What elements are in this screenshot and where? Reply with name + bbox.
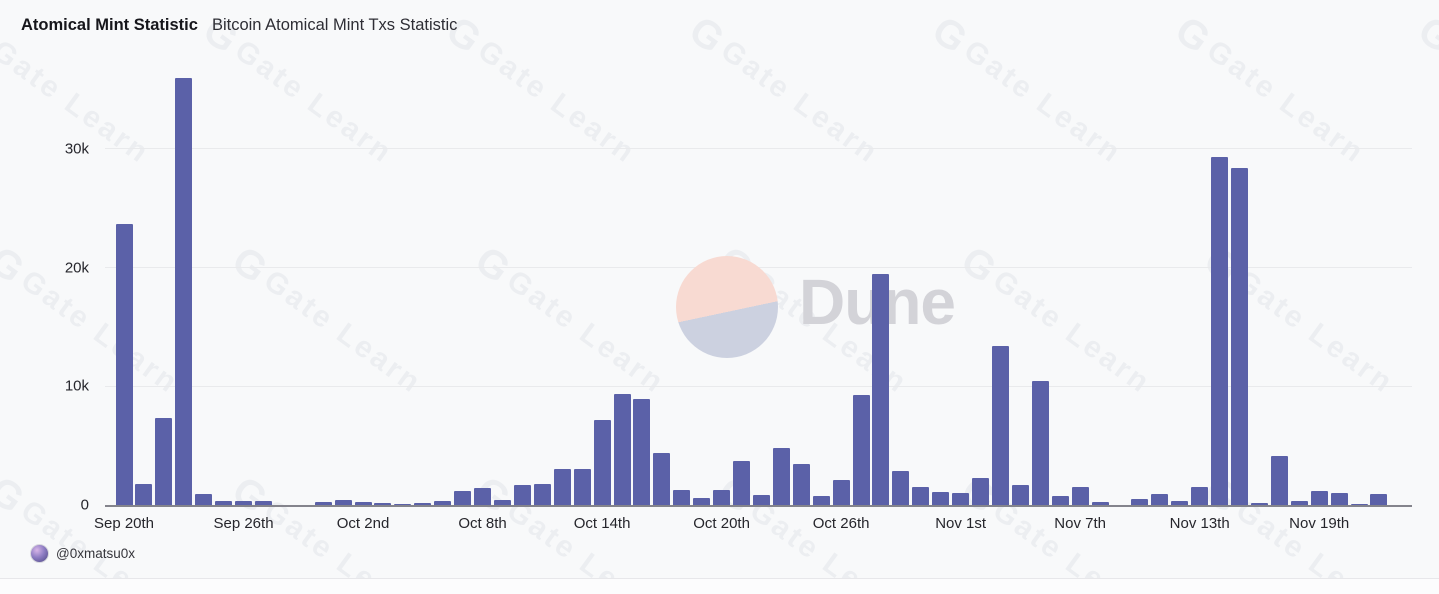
gate-logo-glyph: G — [0, 8, 4, 62]
bottom-strip — [0, 579, 1439, 594]
x-tick-label: Nov 7th — [1054, 515, 1107, 532]
author-credit: @0xmatsu0x — [30, 544, 135, 563]
x-tick-label: Sep 26th — [213, 515, 274, 532]
bar[interactable] — [573, 469, 591, 505]
bar[interactable] — [991, 345, 1009, 505]
bar[interactable] — [1310, 491, 1328, 505]
x-axis: Sep 20th Sep 26th Oct 2nd Oct 8th Oct 14th Oc… — [94, 515, 1412, 537]
gate-logo-glyph: G — [1167, 8, 1219, 62]
gridline-10k — [105, 385, 1412, 387]
bar[interactable] — [593, 420, 611, 505]
bar[interactable] — [354, 502, 372, 505]
bar[interactable] — [653, 452, 671, 505]
bar[interactable] — [474, 487, 492, 505]
bar[interactable] — [1031, 380, 1049, 505]
bar[interactable] — [493, 500, 511, 505]
x-tick-label: Oct 20th — [693, 515, 750, 532]
chart-title: Atomical Mint Statistic — [21, 16, 198, 34]
bar[interactable] — [1091, 502, 1109, 505]
gridline-30k — [105, 148, 1412, 150]
x-tick-label: Oct 2nd — [336, 515, 390, 532]
bar[interactable] — [1270, 456, 1288, 505]
bar[interactable] — [1131, 499, 1149, 505]
bar[interactable] — [693, 498, 711, 505]
gate-logo-glyph: G — [924, 8, 976, 62]
y-tick-label: 0 — [80, 496, 89, 514]
bar[interactable] — [513, 485, 531, 505]
bar[interactable] — [374, 503, 392, 505]
bar[interactable] — [135, 484, 153, 505]
bar[interactable] — [1071, 487, 1089, 505]
bar[interactable] — [1290, 501, 1308, 505]
bar[interactable] — [155, 417, 173, 505]
bar[interactable] — [394, 503, 412, 505]
author-handle[interactable]: @0xmatsu0x — [56, 546, 135, 561]
dune-logo-icon — [676, 256, 778, 358]
bar[interactable] — [733, 461, 751, 505]
bar[interactable] — [752, 494, 770, 505]
gate-learn-watermark: GGate Learn — [1410, 8, 1439, 176]
bar[interactable] — [115, 224, 133, 505]
bar[interactable] — [533, 484, 551, 505]
bar[interactable] — [1171, 501, 1189, 505]
bar[interactable] — [215, 501, 233, 505]
chart-subtitle: Bitcoin Atomical Mint Txs Statistic — [211, 16, 458, 34]
bar[interactable] — [892, 470, 910, 505]
bar[interactable] — [713, 489, 731, 505]
x-tick-label: Oct 26th — [812, 515, 870, 532]
bar[interactable] — [195, 494, 213, 505]
bar[interactable] — [1051, 495, 1069, 505]
gate-logo-glyph: G — [681, 8, 733, 62]
bar[interactable] — [673, 490, 691, 505]
bar[interactable] — [553, 468, 571, 505]
bar[interactable] — [254, 500, 272, 505]
bar[interactable] — [972, 477, 990, 505]
bar[interactable] — [1151, 494, 1169, 505]
author-avatar — [30, 544, 49, 563]
bar[interactable] — [932, 491, 950, 505]
bar[interactable] — [852, 394, 870, 505]
bar[interactable] — [1231, 168, 1249, 505]
bar[interactable] — [952, 493, 970, 505]
bar[interactable] — [772, 448, 790, 505]
x-tick-label: Oct 8th — [458, 515, 507, 532]
chart-header: Atomical Mint Statistic Bitcoin Atomical … — [21, 16, 457, 35]
bar[interactable] — [175, 78, 193, 505]
y-tick-label: 10k — [64, 377, 89, 395]
bar[interactable] — [872, 273, 890, 505]
x-tick-label: Nov 19th — [1289, 515, 1350, 532]
x-tick-label: Nov 13th — [1169, 515, 1230, 532]
bar[interactable] — [633, 398, 651, 505]
gate-logo-glyph: G — [1410, 8, 1439, 62]
x-tick-label: Oct 14th — [573, 515, 631, 532]
x-tick-label: Nov 1st — [935, 515, 987, 532]
bar[interactable] — [792, 463, 810, 505]
bar[interactable] — [1350, 503, 1368, 505]
bar[interactable] — [912, 487, 930, 505]
y-tick-label: 30k — [64, 140, 89, 158]
bar[interactable] — [1330, 493, 1348, 505]
bar[interactable] — [1250, 503, 1268, 505]
bar[interactable] — [812, 495, 830, 505]
bar[interactable] — [235, 500, 253, 505]
bar[interactable] — [1370, 494, 1388, 505]
bottom-divider — [0, 578, 1439, 579]
y-tick-label: 20k — [64, 259, 89, 277]
bar[interactable] — [334, 500, 352, 505]
bar[interactable] — [314, 502, 332, 505]
bar[interactable] — [832, 479, 850, 505]
bar[interactable] — [434, 501, 452, 505]
bar[interactable] — [1011, 485, 1029, 505]
bar[interactable] — [1191, 487, 1209, 505]
chart-plot-area: Dune — [105, 60, 1412, 507]
bar[interactable] — [1211, 157, 1229, 505]
bar[interactable] — [613, 393, 631, 505]
x-tick-label: Sep 20th — [93, 515, 155, 532]
y-axis: 0 10k 20k 30k — [0, 60, 97, 514]
bar[interactable] — [414, 502, 432, 505]
bar[interactable] — [454, 491, 472, 505]
